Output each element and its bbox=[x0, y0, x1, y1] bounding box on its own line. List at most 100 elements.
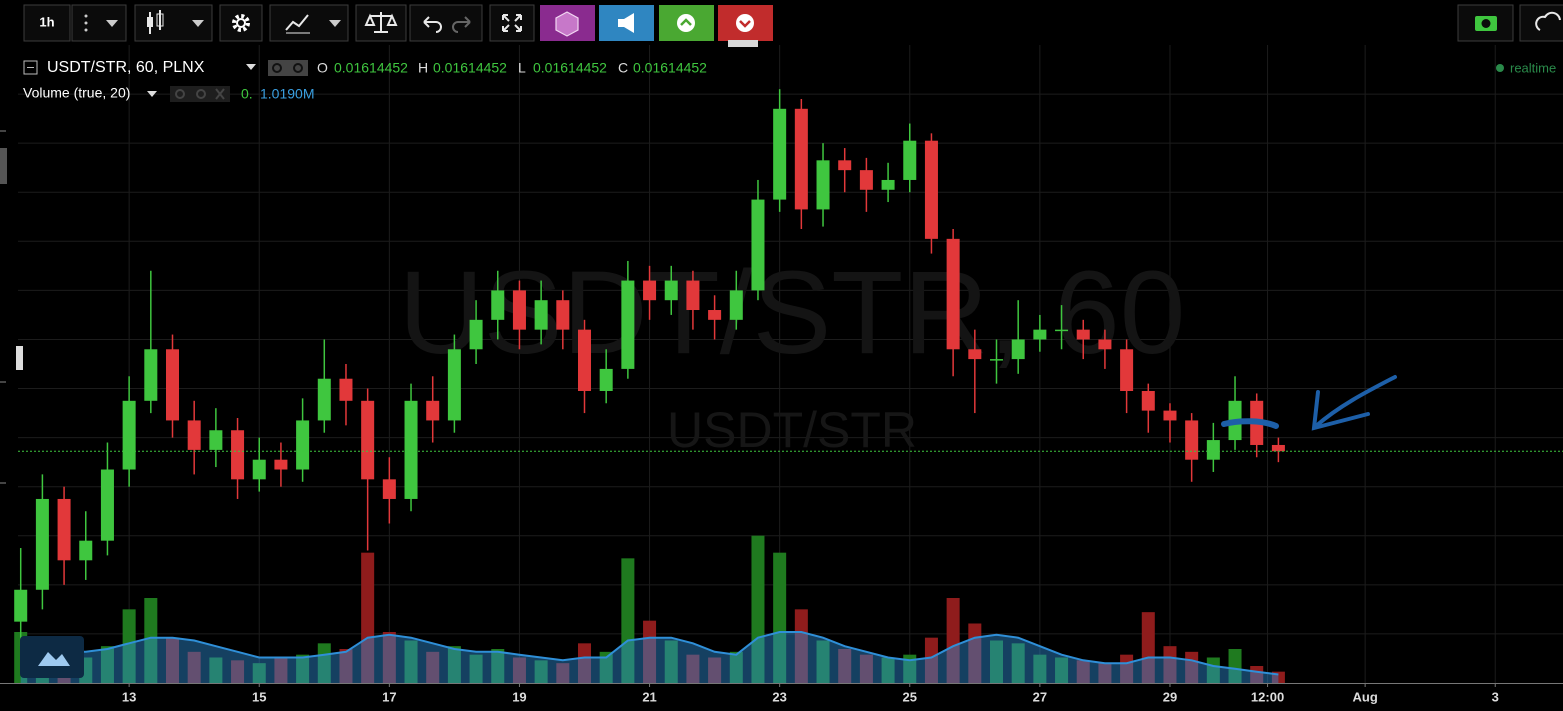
x-tick-label: 21 bbox=[642, 689, 656, 704]
volume-bar bbox=[1250, 666, 1264, 683]
candle-body bbox=[361, 400, 375, 480]
volume-bar bbox=[296, 654, 310, 683]
volume-ma-value: 1.0190M bbox=[260, 86, 314, 102]
candle-body bbox=[773, 108, 787, 200]
side-handle[interactable] bbox=[16, 346, 23, 370]
volume-bar bbox=[903, 654, 917, 683]
volume-bar bbox=[686, 654, 700, 683]
volume-bar bbox=[751, 535, 765, 683]
candle-body bbox=[252, 459, 266, 480]
candle-body bbox=[924, 140, 938, 239]
volume-bar bbox=[1055, 657, 1069, 683]
volume-bar bbox=[1271, 671, 1285, 683]
realtime-status: realtime bbox=[1510, 60, 1556, 75]
interval-menu-button[interactable] bbox=[71, 4, 127, 42]
cloud-button[interactable] bbox=[1519, 4, 1563, 42]
candle-body bbox=[1120, 349, 1134, 391]
x-tick-label: 23 bbox=[772, 689, 786, 704]
candle-body bbox=[274, 459, 288, 470]
volume-bar bbox=[209, 657, 223, 683]
volume-bar bbox=[859, 654, 873, 683]
candle-body bbox=[838, 160, 852, 171]
candle-body bbox=[1033, 329, 1047, 340]
x-tick-label: 25 bbox=[903, 689, 917, 704]
volume-bar bbox=[816, 640, 830, 683]
collapse-legend[interactable] bbox=[23, 60, 38, 75]
candle-body bbox=[534, 300, 548, 330]
volume-bar bbox=[100, 646, 114, 683]
side-handle[interactable] bbox=[0, 148, 7, 184]
volume-bar bbox=[512, 657, 526, 683]
candle-body bbox=[1141, 390, 1155, 411]
indicators-button[interactable] bbox=[269, 4, 349, 42]
candle-body bbox=[664, 280, 678, 301]
candle-body bbox=[1163, 410, 1177, 421]
volume-bar bbox=[1228, 649, 1242, 683]
x-tick-label: 13 bbox=[122, 689, 136, 704]
candle-body bbox=[317, 378, 331, 421]
volume-ma-line bbox=[20, 631, 1279, 676]
candle-body bbox=[989, 359, 1004, 361]
logo bbox=[20, 636, 84, 678]
annotation-arrowhead bbox=[1311, 390, 1370, 431]
candle-body bbox=[382, 479, 396, 499]
candle-body bbox=[903, 140, 917, 180]
panel-toggle[interactable] bbox=[728, 40, 758, 47]
candle-body bbox=[1076, 329, 1090, 340]
grid-layer bbox=[18, 45, 1563, 683]
watermark: USDT/STR, 60 USDT/STR bbox=[399, 247, 1186, 458]
volume-bar bbox=[773, 552, 787, 683]
candle-body bbox=[859, 170, 873, 190]
candle-body bbox=[621, 280, 635, 369]
volume-bar bbox=[643, 620, 657, 683]
candle-body bbox=[14, 589, 28, 622]
volume-bar bbox=[491, 649, 505, 683]
candle-body bbox=[599, 368, 613, 391]
volume-bar bbox=[361, 552, 375, 683]
volume-layer bbox=[14, 535, 1285, 683]
candle-body bbox=[751, 199, 765, 291]
candle-body bbox=[144, 349, 158, 401]
open-label: O bbox=[317, 60, 328, 76]
volume-bar bbox=[1163, 646, 1177, 683]
volume-bar bbox=[556, 663, 570, 683]
interval-button[interactable] bbox=[23, 4, 71, 42]
candle-body bbox=[946, 238, 960, 350]
candle-body bbox=[187, 420, 201, 450]
candle-body bbox=[79, 540, 93, 561]
symbol-label: USDT/STR, 60, PLNX bbox=[47, 59, 205, 76]
volume-bar bbox=[144, 598, 158, 683]
candle-body bbox=[643, 280, 657, 301]
volume-bar bbox=[339, 649, 353, 683]
candle-body bbox=[296, 420, 310, 470]
undo-redo-buttons[interactable] bbox=[409, 4, 483, 42]
candle-body bbox=[708, 310, 722, 320]
volume-bar bbox=[1076, 660, 1090, 683]
x-axis: 13 15 17 19 21 23 25 27 29 12:00 Aug 3 bbox=[0, 683, 1563, 711]
volume-bar bbox=[708, 657, 722, 683]
settings-button[interactable] bbox=[219, 4, 263, 42]
volume-bar bbox=[165, 637, 180, 683]
volume-bar bbox=[252, 663, 266, 683]
candle-body bbox=[57, 498, 71, 561]
volume-bar bbox=[1033, 654, 1047, 683]
candle-body bbox=[122, 400, 136, 470]
volume-bar bbox=[382, 632, 396, 683]
high-value: 0.01614452 bbox=[433, 60, 507, 76]
volume-bar bbox=[274, 657, 288, 683]
fullscreen-button[interactable] bbox=[489, 4, 535, 42]
candle-body bbox=[35, 498, 49, 590]
low-label: L bbox=[518, 60, 526, 76]
study-controls[interactable] bbox=[170, 86, 230, 102]
volume-bar bbox=[621, 558, 635, 683]
volume-bar bbox=[1098, 663, 1112, 683]
watermark-sub: USDT/STR bbox=[667, 402, 917, 458]
candle-body bbox=[209, 430, 223, 450]
volume-ma-area bbox=[20, 632, 1279, 683]
x-tick-label: 17 bbox=[382, 689, 396, 704]
volume-bar bbox=[447, 646, 461, 683]
candle-body bbox=[794, 108, 808, 210]
candle-body bbox=[404, 400, 418, 499]
volume-bar bbox=[794, 609, 808, 683]
